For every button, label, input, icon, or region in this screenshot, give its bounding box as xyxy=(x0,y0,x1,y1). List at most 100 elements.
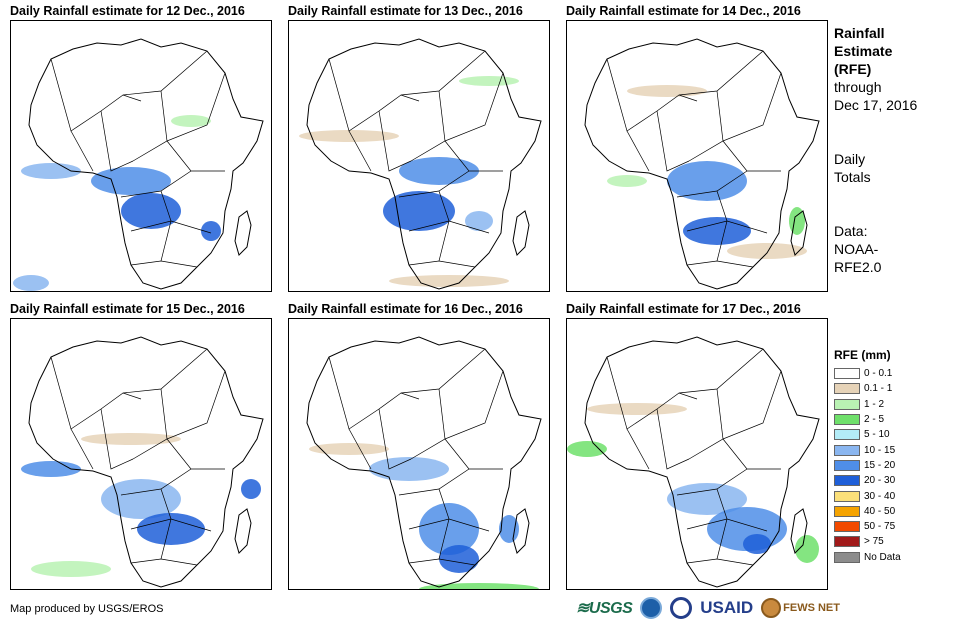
country-border xyxy=(348,130,372,172)
rainfall-map[interactable] xyxy=(288,20,550,292)
legend-item: No Data xyxy=(834,550,962,565)
africa-map-svg xyxy=(299,38,542,290)
country-border xyxy=(438,72,504,142)
map-description: Rainfall Estimate (RFE) through Dec 17, … xyxy=(834,24,964,276)
legend-swatch xyxy=(834,414,860,426)
legend-label: 40 - 50 xyxy=(864,505,896,517)
legend-item: 15 - 20 xyxy=(834,458,962,473)
rainfall-area xyxy=(439,545,479,573)
map-panel-16-dec: Daily Rainfall estimate for 16 Dec., 201… xyxy=(288,302,550,590)
country-border xyxy=(688,140,781,172)
fews-logo: FEWS NET xyxy=(761,598,840,618)
usgs-logo: ≋USGS xyxy=(576,600,633,617)
country-border xyxy=(626,428,650,470)
legend-swatch xyxy=(834,475,860,487)
country-border xyxy=(328,356,420,430)
legend-item: 1 - 2 xyxy=(834,397,962,412)
country-border xyxy=(328,58,420,132)
legend-label: > 75 xyxy=(864,536,884,548)
rainfall-area xyxy=(21,461,81,477)
country-border xyxy=(160,488,172,560)
rainfall-area xyxy=(31,561,111,577)
legend-swatch xyxy=(834,536,860,548)
panel-title: Daily Rainfall estimate for 12 Dec., 201… xyxy=(10,4,245,18)
country-border xyxy=(716,488,728,560)
legend-item: 10 - 15 xyxy=(834,442,962,457)
country-border xyxy=(408,558,476,566)
rainfall-map[interactable] xyxy=(10,20,272,292)
africa-coastline xyxy=(28,38,264,290)
country-border xyxy=(122,348,208,394)
country-border xyxy=(378,110,412,172)
africa-map-svg xyxy=(13,38,264,291)
rainfall-area xyxy=(607,175,647,187)
legend-swatch xyxy=(834,383,860,395)
data-source: RFE2.0 xyxy=(834,259,882,275)
country-border xyxy=(606,356,698,430)
rainfall-area xyxy=(389,275,509,287)
usaid-seal-icon xyxy=(670,597,693,619)
country-border xyxy=(400,348,486,394)
agency-logos: ≋USGS USAID FEWS NET xyxy=(576,595,840,621)
rainfall-area xyxy=(241,479,261,499)
legend-item: 50 - 75 xyxy=(834,519,962,534)
africa-map-svg xyxy=(21,336,264,588)
rainfall-area xyxy=(309,443,389,455)
country-border xyxy=(678,348,764,394)
legend-item: > 75 xyxy=(834,534,962,549)
panel-title: Daily Rainfall estimate for 16 Dec., 201… xyxy=(288,302,523,316)
legend-swatch xyxy=(834,368,860,380)
country-border xyxy=(100,408,134,470)
panel-title: Daily Rainfall estimate for 15 Dec., 201… xyxy=(10,302,245,316)
rainfall-area xyxy=(795,535,819,563)
rainfall-area xyxy=(459,76,519,86)
fews-globe-icon xyxy=(761,598,782,618)
legend-swatch xyxy=(834,429,860,441)
africa-map-svg xyxy=(584,38,820,290)
title-line: (RFE) xyxy=(834,61,872,77)
rainfall-map[interactable] xyxy=(10,318,272,590)
legend-swatch xyxy=(834,551,860,563)
rainfall-map[interactable] xyxy=(566,20,828,292)
legend-label: 0.1 - 1 xyxy=(864,383,893,395)
country-border xyxy=(160,190,172,262)
totals-label: Totals xyxy=(834,169,871,185)
legend-label: 20 - 30 xyxy=(864,475,896,487)
legend-swatch xyxy=(834,459,860,471)
madagascar-outline xyxy=(234,210,252,256)
rainfall-area xyxy=(419,503,479,555)
africa-map-svg xyxy=(306,336,542,589)
africa-coastline xyxy=(584,336,820,588)
country-border xyxy=(438,370,504,440)
rainfall-area xyxy=(91,167,171,195)
rainfall-area xyxy=(667,483,747,515)
map-panel-15-dec: Daily Rainfall estimate for 15 Dec., 201… xyxy=(10,302,272,590)
rainfall-area xyxy=(667,161,747,201)
rfe-legend: RFE (mm) 0 - 0.1 0.1 - 1 1 - 2 2 - 5 5 - 10 1… xyxy=(834,348,962,565)
country-border xyxy=(408,260,476,268)
rainfall-area xyxy=(299,130,399,142)
rainfall-area xyxy=(137,513,205,545)
usgs-text: USGS xyxy=(588,600,633,617)
country-border xyxy=(50,58,142,132)
africa-map-svg xyxy=(567,336,820,588)
map-panel-14-dec: Daily Rainfall estimate for 14 Dec., 201… xyxy=(566,4,828,292)
country-border xyxy=(626,130,650,172)
country-border xyxy=(400,50,486,96)
title-line: Rainfall xyxy=(834,25,885,41)
title-line: Estimate xyxy=(834,43,893,59)
country-border xyxy=(122,50,208,96)
rainfall-area xyxy=(383,191,455,231)
rainfall-area xyxy=(21,163,81,179)
rainfall-map[interactable] xyxy=(566,318,828,590)
country-border xyxy=(160,72,226,142)
country-border xyxy=(130,260,198,268)
legend-item: 0.1 - 1 xyxy=(834,381,962,396)
data-source: NOAA- xyxy=(834,241,879,257)
legend-label: 30 - 40 xyxy=(864,490,896,502)
legend-label: No Data xyxy=(864,551,901,563)
country-border xyxy=(716,370,782,440)
legend-item: 30 - 40 xyxy=(834,488,962,503)
rainfall-map[interactable] xyxy=(288,318,550,590)
legend-label: 15 - 20 xyxy=(864,459,896,471)
